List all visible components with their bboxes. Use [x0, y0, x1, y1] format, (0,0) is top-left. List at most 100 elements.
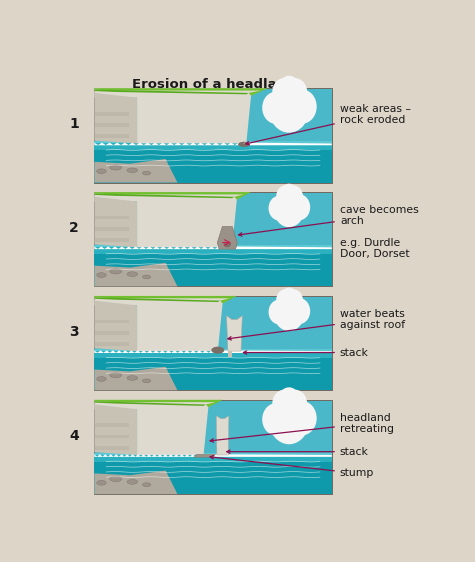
Bar — [95, 331, 129, 334]
Circle shape — [269, 397, 309, 445]
Text: water beats
against roof: water beats against roof — [228, 309, 405, 340]
Bar — [95, 247, 332, 287]
Circle shape — [262, 92, 290, 124]
Bar — [95, 141, 332, 143]
Circle shape — [281, 184, 297, 203]
Ellipse shape — [127, 272, 138, 277]
Bar — [95, 452, 332, 455]
Text: 2: 2 — [69, 221, 79, 235]
Circle shape — [262, 403, 290, 436]
Polygon shape — [194, 454, 216, 457]
Bar — [95, 238, 129, 242]
Bar — [95, 247, 332, 254]
Polygon shape — [95, 405, 137, 455]
Polygon shape — [95, 192, 249, 247]
Bar — [95, 296, 332, 390]
Polygon shape — [95, 301, 137, 351]
Circle shape — [278, 387, 300, 414]
Ellipse shape — [127, 479, 138, 484]
Bar — [95, 455, 332, 494]
Ellipse shape — [142, 171, 151, 175]
Circle shape — [278, 76, 300, 102]
Ellipse shape — [97, 169, 106, 174]
Bar — [95, 192, 332, 287]
Bar — [228, 351, 232, 357]
Bar — [95, 351, 332, 390]
Text: stack: stack — [227, 447, 369, 457]
Polygon shape — [218, 226, 238, 249]
Polygon shape — [216, 416, 229, 455]
Polygon shape — [95, 247, 332, 249]
Polygon shape — [95, 93, 137, 143]
Ellipse shape — [127, 168, 138, 173]
Polygon shape — [95, 88, 268, 96]
Text: weak areas –
rock eroded: weak areas – rock eroded — [246, 104, 411, 145]
Polygon shape — [95, 350, 332, 353]
Bar — [95, 342, 129, 346]
Ellipse shape — [110, 373, 122, 378]
Circle shape — [283, 78, 307, 107]
Polygon shape — [95, 159, 178, 183]
Ellipse shape — [211, 347, 224, 353]
Polygon shape — [227, 316, 242, 351]
Ellipse shape — [224, 242, 231, 247]
Circle shape — [281, 288, 297, 307]
Polygon shape — [95, 297, 220, 302]
Ellipse shape — [97, 273, 106, 278]
Circle shape — [274, 294, 304, 331]
Polygon shape — [95, 366, 178, 390]
Text: Erosion of a headland: Erosion of a headland — [132, 78, 296, 91]
Text: 1: 1 — [69, 117, 79, 131]
Bar — [95, 446, 129, 450]
Circle shape — [272, 389, 296, 417]
Circle shape — [283, 389, 307, 418]
Text: 4: 4 — [69, 429, 79, 443]
Circle shape — [268, 196, 289, 220]
Text: 3: 3 — [69, 325, 79, 339]
Circle shape — [285, 185, 303, 207]
Ellipse shape — [110, 269, 122, 274]
Polygon shape — [95, 470, 178, 494]
Circle shape — [288, 401, 317, 435]
Bar — [95, 123, 129, 127]
Circle shape — [288, 194, 310, 220]
Ellipse shape — [142, 379, 151, 383]
Text: stump: stump — [210, 456, 374, 478]
Bar — [95, 88, 332, 183]
Bar — [95, 134, 129, 138]
Ellipse shape — [97, 481, 106, 485]
Polygon shape — [95, 192, 251, 200]
Circle shape — [268, 300, 289, 324]
Circle shape — [288, 298, 310, 324]
Ellipse shape — [238, 142, 250, 147]
Polygon shape — [95, 296, 235, 351]
Bar — [95, 143, 332, 183]
Circle shape — [272, 78, 296, 106]
Ellipse shape — [127, 375, 138, 380]
Bar — [95, 227, 129, 231]
Bar — [95, 434, 129, 438]
Bar — [95, 245, 332, 247]
Bar — [95, 112, 129, 116]
Polygon shape — [95, 143, 332, 146]
Ellipse shape — [243, 142, 249, 144]
Bar — [95, 351, 332, 358]
Bar — [95, 320, 129, 323]
Text: headland
retreating: headland retreating — [210, 413, 394, 442]
Circle shape — [288, 89, 317, 124]
Polygon shape — [95, 197, 137, 247]
Polygon shape — [95, 193, 235, 198]
Ellipse shape — [97, 377, 106, 381]
Bar — [95, 143, 332, 150]
Text: e.g. Durdle
Door, Dorset: e.g. Durdle Door, Dorset — [340, 238, 409, 260]
Circle shape — [274, 191, 304, 227]
Bar — [95, 349, 332, 351]
Polygon shape — [95, 88, 266, 143]
Polygon shape — [95, 401, 206, 406]
Ellipse shape — [142, 275, 151, 279]
Circle shape — [285, 289, 303, 311]
Polygon shape — [95, 400, 220, 455]
Bar — [95, 423, 129, 427]
Circle shape — [276, 289, 294, 310]
Circle shape — [269, 85, 309, 133]
